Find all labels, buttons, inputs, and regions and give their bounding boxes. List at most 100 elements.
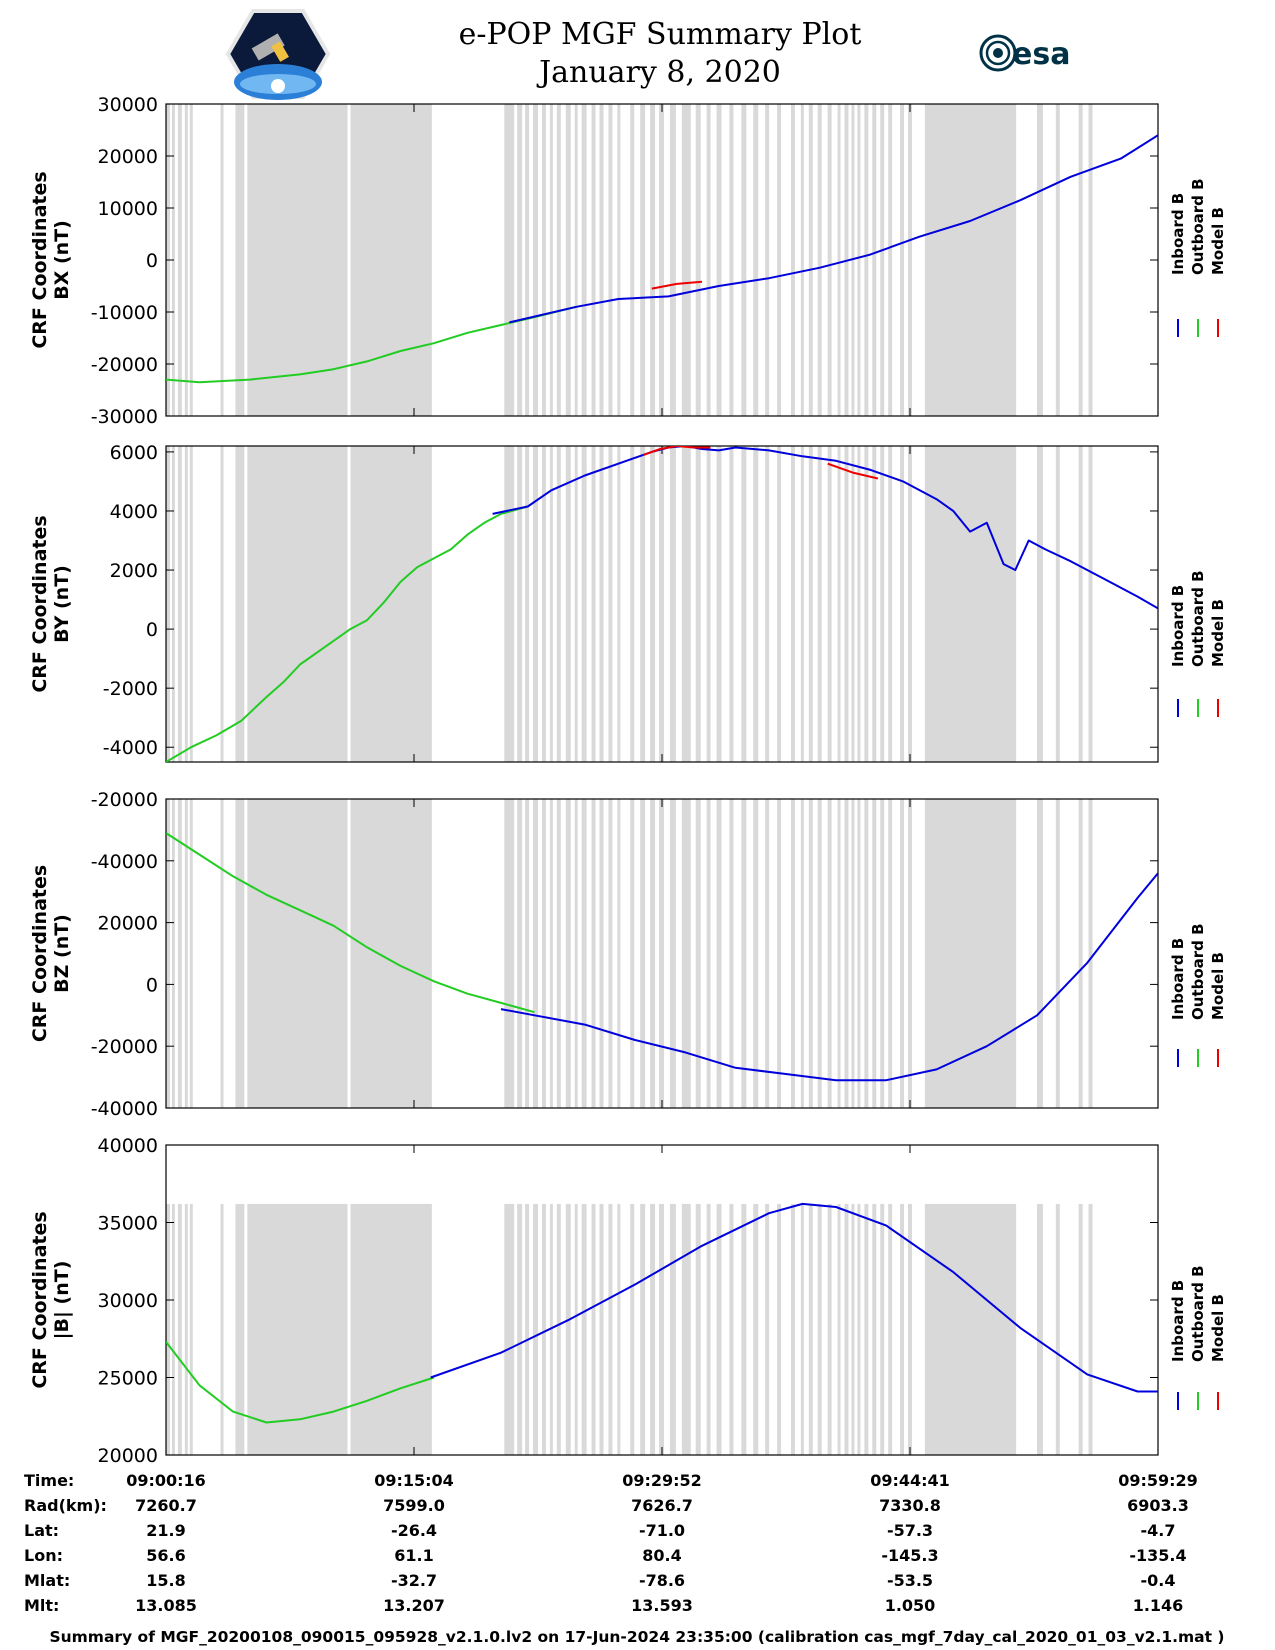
shading-band (630, 446, 635, 762)
shading-band (790, 1203, 795, 1455)
shading-band (220, 799, 224, 1108)
shading-band (729, 1203, 734, 1455)
series-line-inboard (509, 134, 1158, 324)
shading-band (888, 446, 893, 762)
shading-band (888, 799, 893, 1108)
y-tick-label: -10000 (91, 302, 158, 324)
y-tick-label: 25000 (98, 1368, 158, 1390)
table-cell: 13.207 (383, 1596, 445, 1615)
shading-band (753, 1203, 759, 1455)
table-cell: 09:44:41 (870, 1471, 950, 1490)
shading-band (574, 446, 578, 762)
y-tick-label: 0 (146, 250, 158, 272)
y-tick-label: 20000 (98, 1445, 158, 1467)
shading-band (753, 104, 759, 416)
shading-band (880, 446, 885, 762)
cassiope-satellite-logo (225, 9, 331, 100)
shading-band (177, 446, 182, 762)
y-tick-label: -40000 (91, 851, 158, 873)
shading-bands (166, 1203, 1093, 1455)
table-cell: -78.6 (639, 1571, 685, 1590)
shading-band (599, 104, 604, 416)
table-cell: 1.146 (1133, 1596, 1184, 1615)
shading-band (504, 104, 515, 416)
series-line-inboard (492, 446, 1158, 610)
shading-band (900, 104, 905, 416)
shading-band (556, 1203, 561, 1455)
shading-band (872, 799, 877, 1108)
shading-band (640, 446, 646, 762)
shading-band (1036, 1203, 1043, 1455)
shading-band (556, 799, 561, 1108)
legend-label: Outboard B (1189, 178, 1207, 275)
legend-label: Model B (1209, 1294, 1227, 1362)
shading-band (1088, 446, 1093, 762)
shading-band (517, 104, 523, 416)
y-tick-label: 40000 (98, 1135, 158, 1157)
shading-band (1078, 799, 1083, 1108)
y-tick-label: -2000 (103, 678, 158, 700)
shading-band (1088, 104, 1093, 416)
legend-label: Model B (1209, 207, 1227, 275)
shading-band (591, 1203, 596, 1455)
shading-band (888, 1203, 893, 1455)
shading-band (565, 104, 571, 416)
shading-band (608, 446, 613, 762)
shading-band (681, 1203, 691, 1455)
y-tick-label: 30000 (98, 94, 158, 116)
shading-band (247, 104, 348, 416)
shading-band (640, 1203, 646, 1455)
table-cell: 80.4 (642, 1546, 681, 1565)
panel-4: 20000 25000 30000 35000 40000 CRF Coordinates… (29, 1135, 1227, 1467)
table-cell: 7260.7 (135, 1496, 197, 1515)
legend-label: Inboard B (1169, 938, 1187, 1020)
shading-band (880, 799, 885, 1108)
shading-band (716, 799, 722, 1108)
y-tick-label: -4000 (103, 737, 158, 759)
header: e-POP MGF Summary Plot January 8, 2020 e… (225, 9, 1070, 100)
shading-band (504, 1203, 515, 1455)
shading-band (753, 799, 759, 1108)
shading-band (541, 104, 546, 416)
shading-band (908, 1203, 912, 1455)
shading-band (800, 799, 804, 1108)
shading-band (630, 799, 635, 1108)
shading-band (1055, 1203, 1060, 1455)
shading-band (541, 1203, 546, 1455)
shading-band (177, 1203, 182, 1455)
shading-band (1078, 104, 1083, 416)
shading-band (741, 104, 747, 416)
y-tick-label: 6000 (110, 442, 158, 464)
series-lines (166, 1202, 1158, 1424)
shading-band (741, 446, 747, 762)
shading-band (1036, 799, 1043, 1108)
shading-band (533, 104, 538, 416)
table-row-label: Mlat: (24, 1571, 70, 1590)
shading-band (184, 1203, 188, 1455)
table-cell: 13.593 (631, 1596, 693, 1615)
series-lines (166, 832, 1158, 1082)
table-cell: 15.8 (146, 1571, 185, 1590)
shading-bands (166, 104, 1093, 416)
shading-band (777, 104, 782, 416)
shading-band (817, 1203, 822, 1455)
shading-band (650, 799, 656, 1108)
shading-band (650, 104, 656, 416)
shading-band (350, 1203, 432, 1455)
shading-band (908, 446, 912, 762)
y-tick-label: 0 (146, 619, 158, 641)
shading-band (617, 1203, 621, 1455)
shading-band (556, 446, 561, 762)
shading-band (753, 446, 759, 762)
y-tick-label: 35000 (98, 1213, 158, 1235)
table-cell: 7599.0 (383, 1496, 445, 1515)
table-cell: -4.7 (1141, 1521, 1176, 1540)
table-cell: -32.7 (391, 1571, 437, 1590)
shading-band (1055, 104, 1060, 416)
shading-band (659, 799, 664, 1108)
shading-band (872, 104, 877, 416)
shading-band (599, 799, 604, 1108)
shading-band (549, 104, 553, 416)
table-cell: 13.085 (135, 1596, 197, 1615)
